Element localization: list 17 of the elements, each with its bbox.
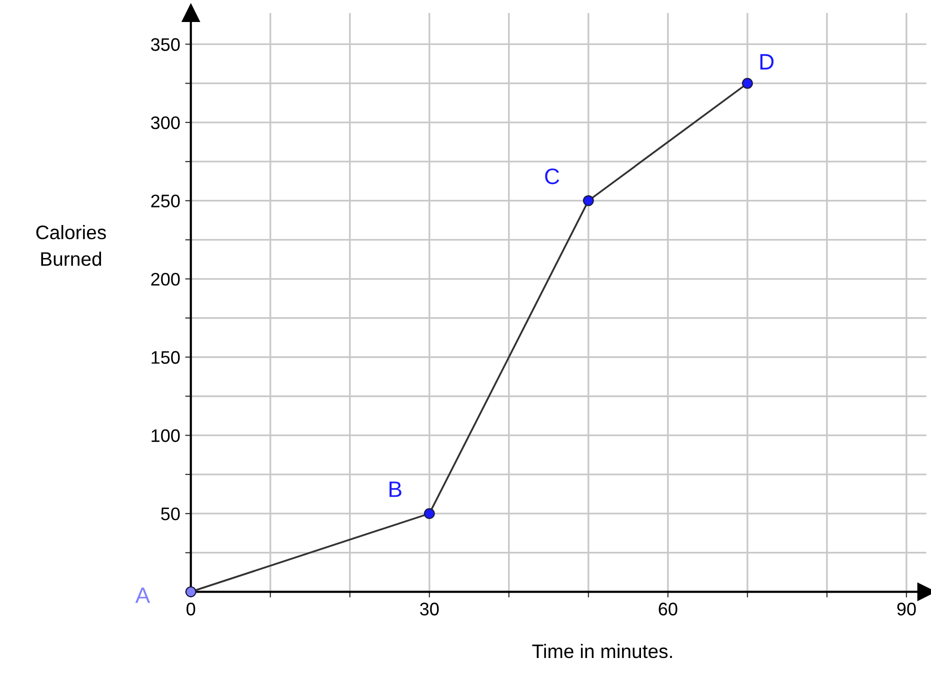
x-tick-label: 90 — [897, 602, 916, 616]
y-tick-label: 250 — [151, 194, 180, 208]
annotation: B — [390, 482, 402, 497]
y-tick-label: 300 — [151, 116, 180, 130]
y-tick-label: 50 — [161, 508, 180, 520]
x-axis-title: Time in minutes. — [532, 644, 672, 658]
y-tick-label: 150 — [152, 351, 180, 364]
x-tick-label: 30 — [420, 602, 439, 616]
annotation: D — [760, 54, 774, 70]
y-axis-title: Calories Burned — [36, 225, 106, 266]
y-tick-label: 100 — [152, 429, 180, 442]
annotation: A — [135, 588, 150, 603]
x-tick-label: 0 — [186, 602, 196, 616]
y-tick-label: 200 — [151, 272, 180, 286]
x-tick-label: 60 — [658, 602, 678, 616]
annotation: C — [545, 168, 560, 184]
y-tick-label: 350 — [151, 38, 180, 51]
